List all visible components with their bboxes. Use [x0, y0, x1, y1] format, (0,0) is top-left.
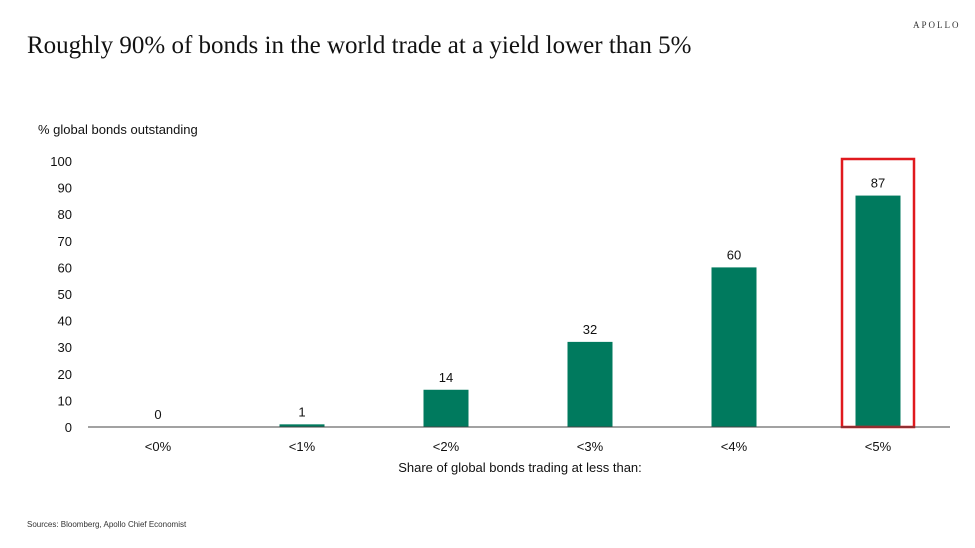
x-axis-label: Share of global bonds trading at less th…: [398, 460, 642, 475]
data-label: 60: [727, 247, 741, 262]
x-tick-label: <5%: [865, 439, 892, 454]
data-label: 1: [298, 404, 305, 419]
apollo-logo: APOLLO: [913, 20, 961, 30]
bar: [855, 195, 901, 427]
y-tick-label: 100: [50, 154, 72, 169]
y-tick-label: 30: [58, 340, 72, 355]
x-tick-label: <1%: [289, 439, 316, 454]
y-tick-label: 60: [58, 260, 72, 275]
source-note: Sources: Bloomberg, Apollo Chief Economi…: [27, 520, 187, 529]
y-tick-label: 70: [58, 234, 72, 249]
y-axis-label: % global bonds outstanding: [38, 122, 198, 137]
x-tick-label: <3%: [577, 439, 604, 454]
data-label: 14: [439, 370, 453, 385]
chart-title: Roughly 90% of bonds in the world trade …: [27, 32, 692, 59]
y-tick-label: 20: [58, 367, 72, 382]
bar: [423, 389, 469, 427]
data-label: 32: [583, 322, 597, 337]
y-tick-label: 0: [65, 420, 72, 435]
y-tick-label: 80: [58, 207, 72, 222]
bar: [279, 424, 325, 427]
y-tick-label: 10: [58, 393, 72, 408]
data-label: 0: [154, 407, 161, 422]
data-label: 87: [871, 176, 885, 191]
y-tick-label: 50: [58, 287, 72, 302]
x-tick-label: <2%: [433, 439, 460, 454]
x-tick-label: <0%: [145, 439, 172, 454]
y-tick-label: 40: [58, 314, 72, 329]
bar: [711, 267, 757, 427]
x-tick-label: <4%: [721, 439, 748, 454]
y-tick-label: 90: [58, 181, 72, 196]
bar: [567, 341, 613, 427]
